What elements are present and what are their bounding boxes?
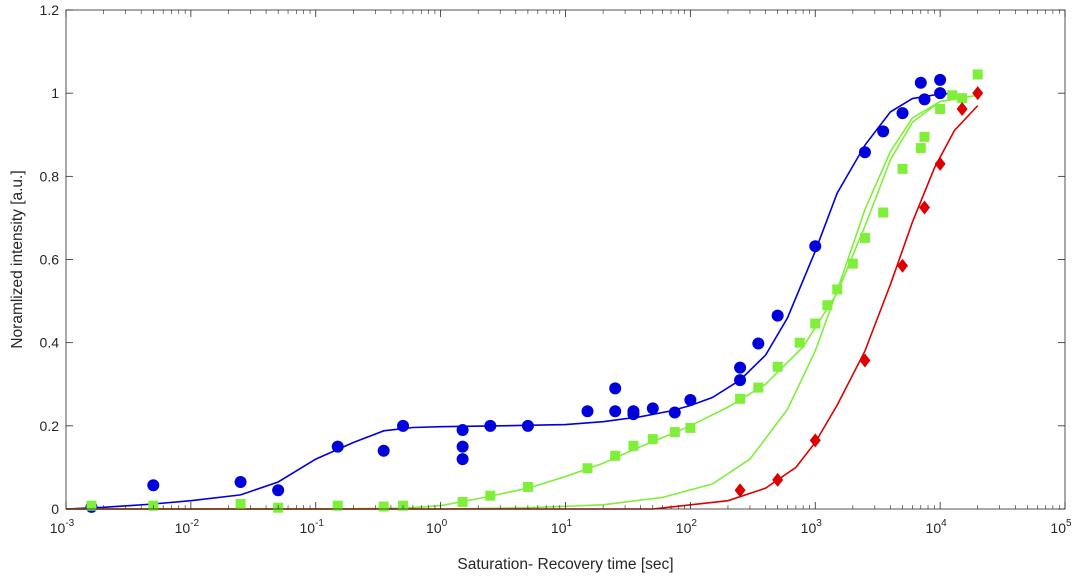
data-point-series-0 [646,402,659,415]
data-point-series-0 [914,76,927,89]
data-point-series-1 [957,93,968,104]
data-point-series-0 [147,479,160,492]
data-point-series-1 [810,318,821,329]
data-point-series-1 [794,337,805,348]
data-point-series-1 [86,500,97,511]
data-point-series-0 [456,453,469,466]
data-point-series-1 [628,440,639,451]
y-tick-label: 0.2 [40,418,60,434]
data-point-series-0 [397,419,410,432]
data-point-series-2 [934,156,946,171]
y-tick-labels: 0 0.2 0.4 0.6 0.8 1 1.2 [40,2,60,517]
data-point-series-1 [753,382,764,393]
data-point-series-1 [832,284,843,295]
data-point-series-2 [859,353,871,368]
plot-background [66,10,1065,509]
data-point-series-0 [234,475,247,488]
data-point-series-0 [877,125,890,138]
data-point-series-1 [332,500,343,511]
data-point-series-2 [972,86,984,101]
data-point-series-1 [878,207,889,218]
axis-ticks [65,9,1066,510]
data-point-series-0 [609,382,622,395]
data-point-series-2 [772,472,784,487]
data-point-series-0 [858,146,871,159]
data-point-series-1 [378,501,389,512]
data-point-series-1 [915,143,926,154]
data-point-series-0 [581,405,594,418]
data-point-series-0 [484,419,497,432]
data-point-series-0 [272,484,285,497]
data-point-series-0 [934,73,947,86]
fit-line-series-0 [65,92,955,510]
data-point-series-1 [972,69,983,80]
data-point-series-0 [896,107,909,120]
y-tick-label: 0.6 [40,252,60,268]
fit-line-series-2 [66,105,979,510]
data-point-series-0 [668,406,681,419]
x-tick-label: 104 [926,518,948,536]
y-tick-label: 0.8 [40,168,60,184]
x-tick-label: 102 [676,518,698,536]
fit-line-2-series-1 [66,94,978,510]
data-point-series-1 [897,163,908,174]
data-point-series-2 [956,101,968,116]
data-point-series-1 [669,427,680,438]
data-point-series-1 [859,232,870,243]
data-point-series-1 [685,422,696,433]
x-tick-label: 10-2 [175,518,200,536]
plot-area [65,69,984,513]
y-tick-label: 1 [51,85,59,101]
data-point-series-0 [609,405,622,418]
data-point-series-1 [772,361,783,372]
data-point-series-1 [947,90,958,101]
x-tick-label: 100 [426,518,448,536]
data-point-series-0 [752,337,765,350]
data-point-series-0 [331,440,344,453]
data-point-series-0 [934,87,947,100]
data-point-series-0 [809,240,822,253]
x-axis-label: Saturation- Recovery time [sec] [457,556,673,573]
data-point-series-1 [735,393,746,404]
data-point-series-0 [456,440,469,453]
data-point-series-0 [684,394,697,407]
y-tick-label: 0 [51,501,59,517]
data-point-series-1 [610,450,621,461]
x-tick-label: 105 [1050,518,1072,536]
data-point-series-1 [847,258,858,269]
x-tick-labels: 10-3 10-2 10-1 100 101 102 103 104 105 [50,518,1072,536]
x-tick-label: 101 [551,518,573,536]
data-point-series-1 [822,300,833,311]
data-point-series-1 [935,103,946,114]
data-point-series-0 [377,444,390,457]
data-point-series-1 [919,131,930,142]
data-point-series-0 [771,309,784,322]
data-point-series-2 [919,200,931,215]
y-tick-label: 0.4 [40,335,60,351]
data-point-series-1 [457,496,468,507]
data-point-series-1 [582,463,593,474]
data-point-series-1 [522,481,533,492]
data-point-series-2 [809,433,821,448]
fit-line-series-1 [66,94,978,510]
data-point-series-0 [734,374,747,387]
data-point-series-2 [734,483,746,498]
x-tick-label: 10-1 [300,518,325,536]
data-point-series-0 [627,408,640,421]
data-point-series-1 [485,490,496,501]
y-tick-label: 1.2 [40,2,60,18]
data-point-series-1 [647,434,658,445]
data-point-series-0 [521,419,534,432]
data-point-series-0 [456,423,469,436]
x-tick-label: 103 [801,518,823,536]
data-point-series-1 [235,499,246,510]
data-point-series-0 [734,361,747,374]
data-point-series-2 [897,258,909,273]
y-axis-label: Noramlized intensity [a.u.] [9,170,26,348]
data-point-series-0 [918,93,931,106]
x-tick-label: 10-3 [50,518,75,536]
